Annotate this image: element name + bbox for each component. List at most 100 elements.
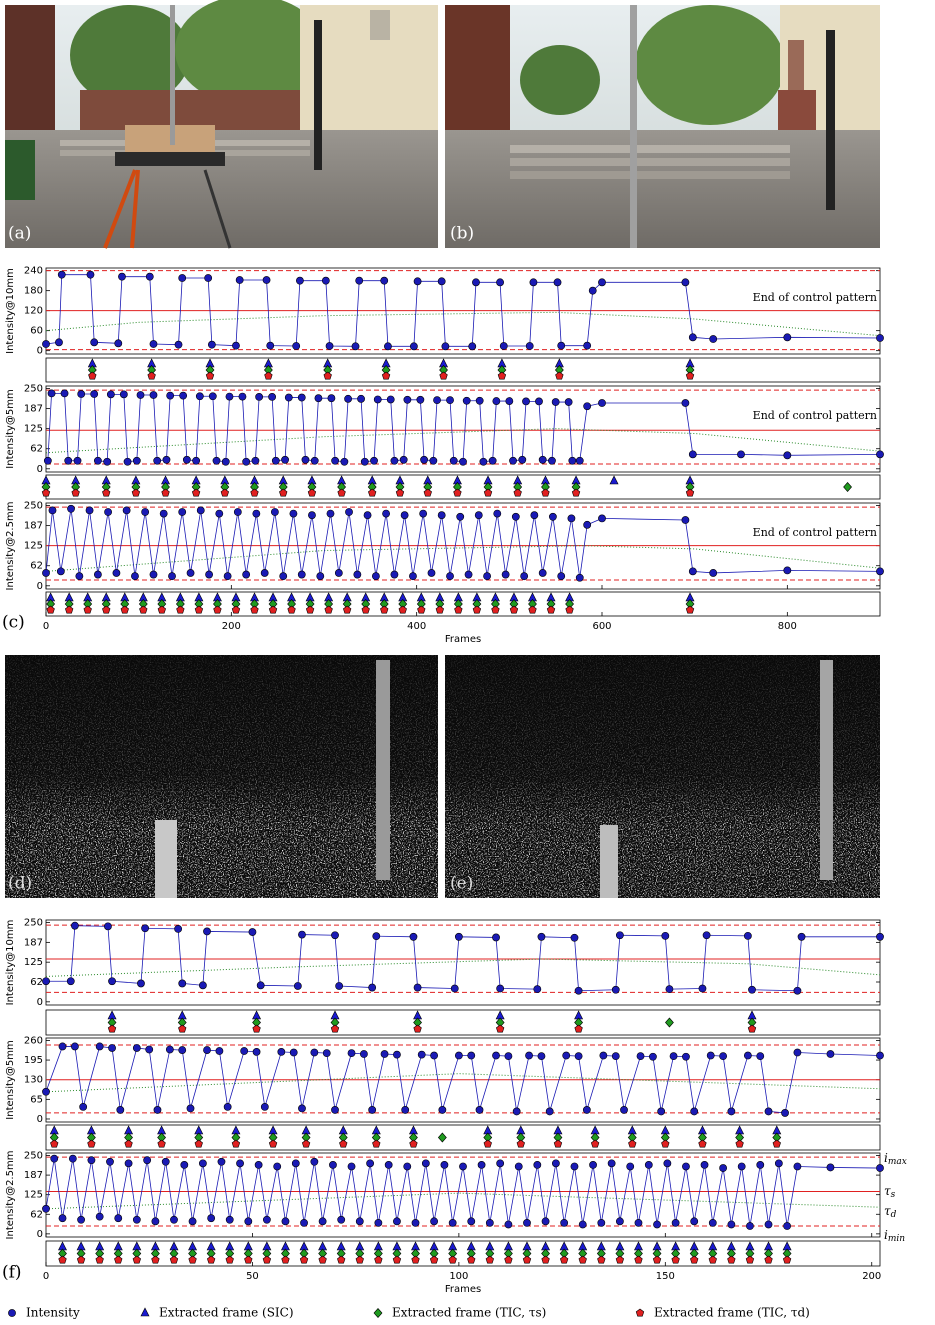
marker: [707, 1052, 714, 1059]
y-tick-label: 250: [24, 384, 43, 395]
y-tick-label: 240: [24, 266, 43, 277]
marker: [249, 928, 256, 935]
pentagon-marker: [139, 606, 147, 613]
marker: [278, 1048, 285, 1055]
marker: [42, 340, 49, 347]
marker: [420, 510, 427, 517]
marker: [512, 513, 519, 520]
marker: [493, 397, 500, 404]
marker: [236, 1160, 243, 1167]
marker: [181, 1161, 188, 1168]
y-tick-label: 187: [24, 404, 43, 415]
marker: [469, 343, 476, 350]
marker: [106, 1158, 113, 1165]
marker: [55, 339, 62, 346]
y-tick-label: 130: [24, 1075, 43, 1086]
marker: [765, 1108, 772, 1115]
pentagon-marker: [510, 606, 518, 613]
y-tick-label: 250: [24, 1151, 43, 1162]
pentagon-marker: [158, 606, 166, 613]
marker: [463, 397, 470, 404]
marker: [252, 457, 259, 464]
pentagon-marker: [288, 606, 296, 613]
marker: [414, 278, 421, 285]
x-axis-label: Frames: [445, 1284, 481, 1295]
marker: [205, 571, 212, 578]
marker: [710, 335, 717, 342]
marker: [364, 512, 371, 519]
marker: [664, 1160, 671, 1167]
marker: [526, 342, 533, 349]
marker: [298, 931, 305, 938]
marker: [77, 1216, 84, 1223]
marker: [616, 1218, 623, 1225]
pentagon-marker: [765, 1256, 773, 1263]
marker: [703, 932, 710, 939]
marker: [558, 573, 565, 580]
pentagon-marker: [484, 1140, 492, 1147]
marker: [239, 393, 246, 400]
y-tick-label: 125: [24, 957, 43, 968]
marker: [666, 986, 673, 993]
y-axis-label: Intensity@10mm: [5, 920, 16, 1006]
pentagon-marker: [269, 606, 277, 613]
pentagon-marker: [300, 1256, 308, 1263]
marker: [187, 569, 194, 576]
pentagon-marker: [783, 1256, 791, 1263]
marker: [583, 1106, 590, 1113]
x-tick-label: 50: [246, 1271, 259, 1282]
photo-b: [445, 5, 880, 248]
pentagon-marker: [319, 1256, 327, 1263]
legend-label: Intensity: [26, 1306, 80, 1320]
marker: [876, 568, 883, 575]
marker: [160, 510, 167, 517]
marker: [141, 925, 148, 932]
marker: [775, 1160, 782, 1167]
marker: [224, 1103, 231, 1110]
marker: [876, 451, 883, 458]
marker: [374, 396, 381, 403]
pentagon-marker: [42, 489, 50, 496]
pentagon-marker: [542, 1256, 550, 1263]
pentagon-marker: [89, 372, 97, 379]
marker: [558, 342, 565, 349]
marker: [269, 393, 276, 400]
marker: [144, 1157, 151, 1164]
marker: [784, 334, 791, 341]
marker: [494, 510, 501, 517]
pentagon-marker: [575, 1025, 583, 1032]
x-tick-label: 0: [43, 621, 49, 632]
pentagon-marker: [343, 606, 351, 613]
marker: [794, 987, 801, 994]
strip-frame: [46, 1125, 880, 1150]
pentagon-marker: [302, 1140, 310, 1147]
marker: [326, 342, 333, 349]
marker: [534, 986, 541, 993]
marker: [124, 458, 131, 465]
marker: [645, 1161, 652, 1168]
marker: [300, 1219, 307, 1226]
marker: [455, 933, 462, 940]
marker: [267, 342, 274, 349]
marker: [150, 391, 157, 398]
marker: [271, 508, 278, 515]
marker: [539, 456, 546, 463]
pentagon-marker: [672, 1256, 680, 1263]
marker: [439, 1106, 446, 1113]
marker: [701, 1161, 708, 1168]
pentagon-marker: [338, 489, 346, 496]
marker: [492, 934, 499, 941]
pentagon-marker: [591, 1140, 599, 1147]
marker: [113, 569, 120, 576]
marker: [575, 987, 582, 994]
marker: [373, 933, 380, 940]
pentagon-marker: [709, 1256, 717, 1263]
marker: [88, 1157, 95, 1164]
marker: [285, 394, 292, 401]
marker: [710, 569, 717, 576]
marker: [163, 456, 170, 463]
marker: [653, 1221, 660, 1228]
marker: [150, 340, 157, 347]
panel-label: (c): [2, 613, 25, 633]
marker: [167, 392, 174, 399]
